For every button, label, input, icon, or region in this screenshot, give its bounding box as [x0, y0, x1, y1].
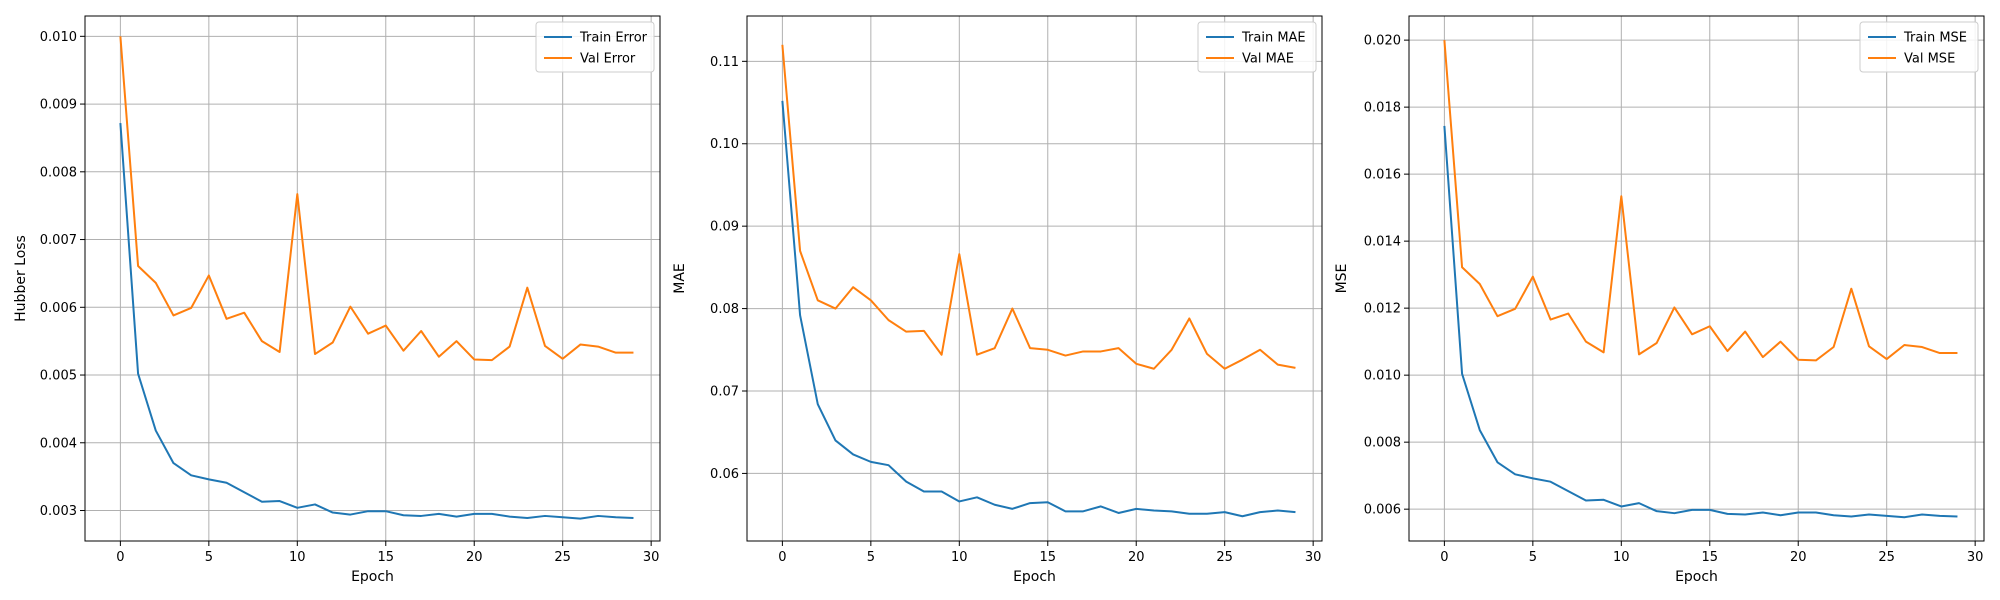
legend-label: Val Error	[580, 52, 636, 67]
legend-box	[535, 21, 655, 73]
y-tick-label: 0.020	[1364, 34, 1401, 49]
x-axis-label: Epoch	[1013, 569, 1056, 585]
legend-label: Train Error	[579, 31, 648, 46]
x-axis-label: Epoch	[1675, 569, 1718, 585]
x-tick-label: 5	[867, 550, 875, 565]
legend-box	[1859, 21, 1979, 73]
legend: Train MSE Val MSE	[1859, 21, 1979, 73]
y-tick-label: 0.012	[1364, 302, 1401, 317]
y-tick-label: 0.010	[1364, 369, 1401, 384]
y-tick-label: 0.007	[40, 233, 77, 248]
x-tick-label: 25	[554, 550, 571, 565]
x-tick-label: 30	[1967, 550, 1984, 565]
chart-panel-2: 0 5 10 15 20 25 30 0.006 0.008 0.010 0.012 0.014 0.0…	[1334, 15, 1985, 585]
series-line-train-mae	[781, 100, 1296, 518]
x-tick-label: 20	[1128, 550, 1145, 565]
x-tick-label: 0	[778, 550, 786, 565]
series-line-train-error	[119, 122, 634, 520]
series-line-val-mae	[781, 44, 1296, 370]
x-tick-label: 20	[466, 550, 483, 565]
y-tick-label: 0.10	[710, 137, 739, 152]
x-tick-label: 5	[205, 550, 213, 565]
y-tick-label: 0.006	[40, 301, 77, 316]
x-tick-label: 25	[1878, 550, 1895, 565]
x-tick-label: 30	[643, 550, 660, 565]
x-tick-label: 10	[951, 550, 968, 565]
axes-frame	[746, 15, 1323, 542]
y-axis-label: MAE	[672, 263, 688, 294]
y-tick-label: 0.004	[40, 436, 77, 451]
legend: Train Error Val Error	[535, 21, 655, 73]
chart-panel-1: 0 5 10 15 20 25 30 0.06 0.07 0.08 0.09 0.10 0.11 Epoc…	[672, 15, 1323, 585]
chart-panel-0: 0 5 10 15 20 25 30 0.003 0.004 0.005 0.006 0.007 0.0…	[13, 15, 661, 585]
y-tick-label: 0.016	[1364, 168, 1401, 183]
y-tick-label: 0.008	[40, 165, 77, 180]
x-tick-label: 15	[377, 550, 394, 565]
x-tick-label: 15	[1039, 550, 1056, 565]
series-line-val-mse	[1443, 40, 1958, 362]
x-tick-label: 0	[1440, 550, 1448, 565]
y-tick-label: 0.08	[710, 302, 739, 317]
x-tick-label: 10	[1613, 550, 1630, 565]
x-tick-label: 10	[289, 550, 306, 565]
x-tick-label: 20	[1790, 550, 1807, 565]
y-tick-label: 0.006	[1364, 503, 1401, 518]
x-tick-label: 30	[1305, 550, 1322, 565]
series-line-val-error	[119, 36, 634, 362]
legend-label: Train MSE	[1903, 31, 1967, 46]
x-tick-label: 5	[1529, 550, 1537, 565]
y-tick-label: 0.005	[40, 369, 77, 384]
x-tick-label: 25	[1216, 550, 1233, 565]
y-tick-label: 0.06	[710, 467, 739, 482]
axes-frame	[1408, 15, 1985, 542]
legend-box	[1197, 21, 1317, 73]
y-tick-label: 0.11	[710, 55, 739, 70]
y-tick-label: 0.014	[1364, 235, 1401, 250]
y-tick-label: 0.09	[710, 220, 739, 235]
series-line-train-mse	[1443, 125, 1958, 519]
x-tick-label: 0	[116, 550, 124, 565]
y-axis-label: MSE	[1334, 264, 1350, 294]
legend-label: Val MAE	[1242, 52, 1294, 67]
x-axis-label: Epoch	[351, 569, 394, 585]
y-tick-label: 0.018	[1364, 101, 1401, 116]
axes-frame	[84, 15, 661, 542]
legend-label: Val MSE	[1904, 52, 1955, 67]
legend: Train MAE Val MAE	[1197, 21, 1317, 73]
y-tick-label: 0.010	[40, 30, 77, 45]
y-tick-label: 0.008	[1364, 436, 1401, 451]
y-tick-label: 0.07	[710, 385, 739, 400]
y-axis-label: Hubber Loss	[13, 235, 29, 322]
x-tick-label: 15	[1701, 550, 1718, 565]
legend-label: Train MAE	[1241, 31, 1306, 46]
y-tick-label: 0.009	[40, 98, 77, 113]
y-tick-label: 0.003	[40, 504, 77, 519]
